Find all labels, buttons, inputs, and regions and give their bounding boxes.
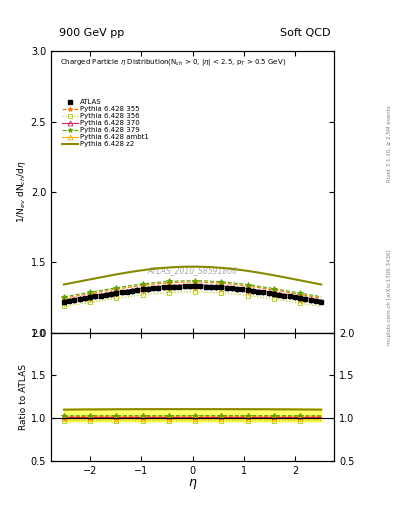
Y-axis label: 1/N$_{ev}$ dN$_{ch}$/d$\eta$: 1/N$_{ev}$ dN$_{ch}$/d$\eta$ [15,161,28,223]
Y-axis label: Ratio to ATLAS: Ratio to ATLAS [19,364,28,430]
Text: 900 GeV pp: 900 GeV pp [59,28,124,38]
Text: mcplots.cern.ch [arXiv:1306.3436]: mcplots.cern.ch [arXiv:1306.3436] [387,249,392,345]
Text: Soft QCD: Soft QCD [280,28,330,38]
Text: Charged Particle $\eta$ Distribution(N$_{ch}$ > 0, |$\eta$| < 2.5, p$_T$ > 0.5 G: Charged Particle $\eta$ Distribution(N$_… [60,57,286,68]
Text: ATLAS_2010_S8591806: ATLAS_2010_S8591806 [147,266,238,275]
Legend: ATLAS, Pythia 6.428 355, Pythia 6.428 356, Pythia 6.428 370, Pythia 6.428 379, P: ATLAS, Pythia 6.428 355, Pythia 6.428 35… [60,97,151,150]
Text: Rivet 3.1.10, ≥ 2.5M events: Rivet 3.1.10, ≥ 2.5M events [387,105,392,182]
X-axis label: $\eta$: $\eta$ [188,477,197,491]
